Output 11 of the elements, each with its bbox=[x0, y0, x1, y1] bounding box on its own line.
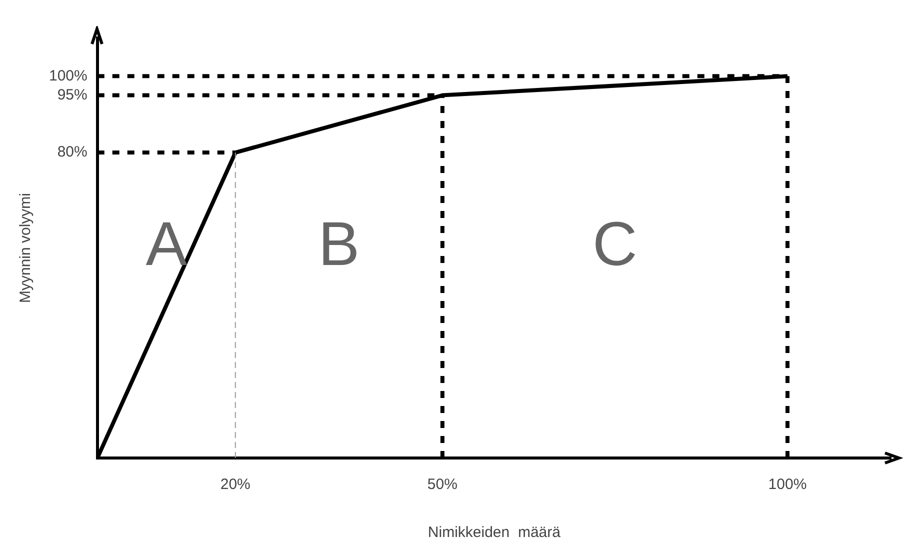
annotation: B bbox=[318, 210, 360, 280]
y-tick-label: 95% bbox=[57, 86, 88, 104]
x-tick-label: 100% bbox=[768, 476, 807, 494]
y-tick-label: 100% bbox=[48, 67, 88, 84]
x-axis-title: Nimikkeiden määrä bbox=[428, 524, 562, 542]
y-axis-title: Myynnin volyymi bbox=[17, 192, 34, 304]
x-tick-label: 20% bbox=[220, 476, 250, 494]
annotation: A bbox=[146, 210, 188, 280]
x-tick-label: 50% bbox=[427, 476, 458, 494]
y-tick-label: 80% bbox=[57, 144, 88, 161]
annotation: C bbox=[592, 210, 638, 280]
